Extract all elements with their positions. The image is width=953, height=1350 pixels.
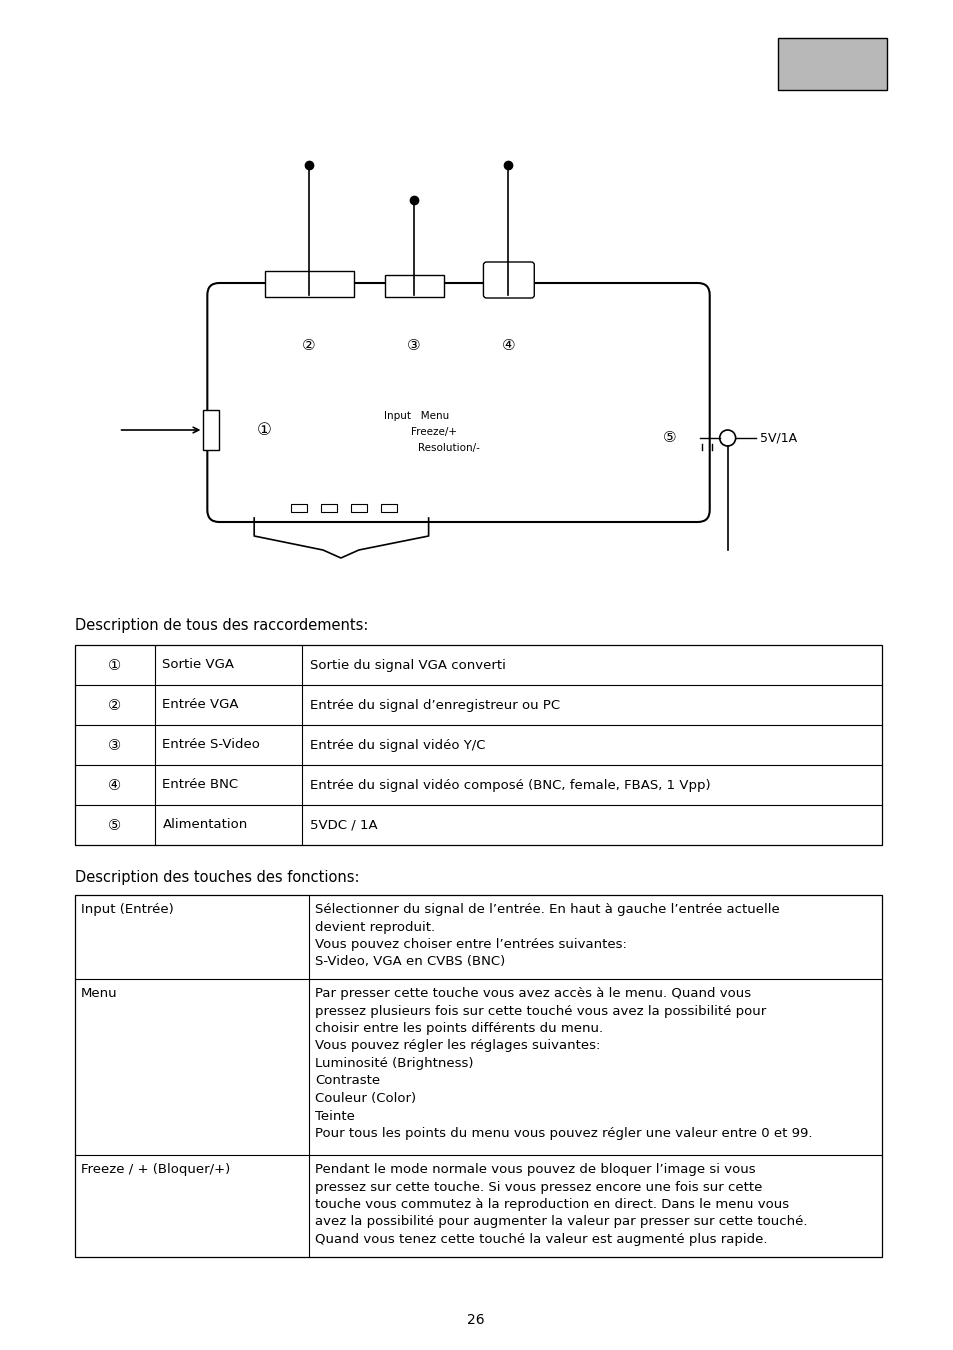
Text: Menu: Menu: [81, 987, 117, 1000]
Text: ⑤: ⑤: [108, 818, 121, 833]
Text: Par presser cette touche vous avez accès à le menu. Quand vous
pressez plusieurs: Par presser cette touche vous avez accès…: [314, 987, 812, 1139]
Text: Entrée du signal d’enregistreur ou PC: Entrée du signal d’enregistreur ou PC: [310, 698, 559, 711]
Bar: [320, 504, 336, 512]
FancyBboxPatch shape: [207, 284, 709, 522]
Text: Entrée VGA: Entrée VGA: [162, 698, 239, 711]
Text: Freeze/+: Freeze/+: [410, 427, 456, 437]
Bar: [74, 645, 882, 845]
Text: ③: ③: [108, 737, 121, 752]
Text: Entrée S-Video: Entrée S-Video: [162, 738, 260, 752]
Text: Description des touches des fonctions:: Description des touches des fonctions:: [74, 869, 359, 886]
Text: 5VDC / 1A: 5VDC / 1A: [310, 818, 377, 832]
Text: Input (Entrée): Input (Entrée): [81, 903, 173, 917]
Text: Sélectionner du signal de l’entrée. En haut à gauche l’entrée actuelle
devient r: Sélectionner du signal de l’entrée. En h…: [314, 903, 779, 968]
Text: 26: 26: [466, 1314, 484, 1327]
Bar: [351, 504, 367, 512]
Text: Resolution/-: Resolution/-: [417, 443, 479, 454]
Bar: [380, 504, 396, 512]
Text: ②: ②: [302, 338, 315, 352]
Text: Freeze / + (Bloquer/+): Freeze / + (Bloquer/+): [81, 1162, 230, 1176]
FancyBboxPatch shape: [265, 271, 354, 297]
Text: Sortie VGA: Sortie VGA: [162, 659, 234, 671]
Text: ④: ④: [108, 778, 121, 792]
Bar: [74, 895, 882, 1257]
Text: Description de tous des raccordements:: Description de tous des raccordements:: [74, 618, 368, 633]
Text: Pendant le mode normale vous pouvez de bloquer l’image si vous
pressez sur cette: Pendant le mode normale vous pouvez de b…: [314, 1162, 806, 1246]
Bar: [291, 504, 307, 512]
FancyBboxPatch shape: [483, 262, 534, 298]
Text: Entrée du signal vidéo Y/C: Entrée du signal vidéo Y/C: [310, 738, 485, 752]
FancyBboxPatch shape: [384, 275, 443, 297]
Text: ①: ①: [257, 421, 272, 439]
Text: Entrée du signal vidéo composé (BNC, female, FBAS, 1 Vpp): Entrée du signal vidéo composé (BNC, fem…: [310, 779, 710, 791]
Text: 5V/1A: 5V/1A: [759, 432, 796, 444]
Bar: [203, 410, 219, 450]
Text: ④: ④: [501, 338, 515, 352]
Text: ③: ③: [406, 338, 420, 352]
Text: Entrée BNC: Entrée BNC: [162, 779, 238, 791]
Text: Alimentation: Alimentation: [162, 818, 248, 832]
Text: ①: ①: [108, 657, 121, 672]
Text: Sortie du signal VGA converti: Sortie du signal VGA converti: [310, 659, 505, 671]
Text: Input   Menu: Input Menu: [383, 410, 449, 421]
Text: ⑤: ⑤: [662, 431, 676, 446]
Text: ②: ②: [108, 698, 121, 713]
Bar: [777, 38, 886, 90]
